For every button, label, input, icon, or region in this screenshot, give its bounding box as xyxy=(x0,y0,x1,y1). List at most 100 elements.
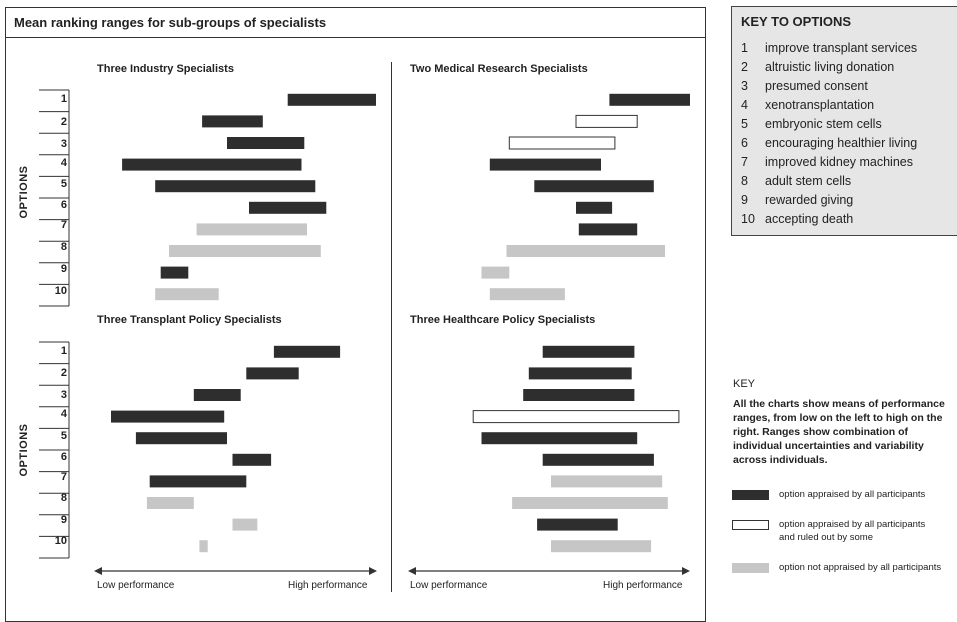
option-label: 10 xyxy=(54,535,67,547)
option-label: 5 xyxy=(60,178,67,190)
range-bar-option-2 xyxy=(246,367,299,380)
main-title: Mean ranking ranges for sub-groups of sp… xyxy=(14,15,327,30)
range-bar-option-6 xyxy=(576,201,613,214)
key-item-number: 9 xyxy=(741,193,748,207)
key-item-label: rewarded giving xyxy=(765,193,854,207)
range-bar-option-1 xyxy=(609,93,690,106)
high-performance-label: High performance xyxy=(288,580,368,591)
key-item-label: xenotransplantation xyxy=(765,98,875,112)
key-item-number: 8 xyxy=(741,174,748,188)
option-label: 9 xyxy=(60,263,67,275)
legend-title: KEY xyxy=(733,378,756,390)
key-item-number: 2 xyxy=(741,60,748,74)
range-bar-option-7 xyxy=(578,223,638,236)
option-label: 9 xyxy=(60,514,67,526)
range-bar-option-5 xyxy=(155,180,316,193)
range-bar-option-2 xyxy=(202,115,263,128)
legend-swatch-not-all xyxy=(732,563,769,573)
key-item-number: 5 xyxy=(741,117,748,131)
key-item: 1 improve transplant services xyxy=(741,41,917,55)
title-bar xyxy=(5,7,706,38)
legend-text-ruled-out-2: and ruled out by some xyxy=(779,532,874,543)
range-bar-option-1 xyxy=(273,345,341,358)
range-bar-option-8 xyxy=(512,497,668,509)
panel-title-transplant-policy: Three Transplant Policy Specialists xyxy=(97,314,282,326)
legend-swatch-all xyxy=(732,490,769,500)
range-bar-option-7 xyxy=(196,223,307,236)
range-bar-option-8 xyxy=(506,245,665,257)
option-label: 4 xyxy=(60,408,67,420)
high-performance-label: High performance xyxy=(603,580,683,591)
range-bar-option-5 xyxy=(534,180,654,193)
range-bar-option-2 xyxy=(575,114,638,128)
range-bar-option-6 xyxy=(232,453,272,466)
range-bar-option-4 xyxy=(472,410,680,424)
range-bar-option-3 xyxy=(508,136,616,150)
option-label: 3 xyxy=(60,389,67,401)
panel-title-industry: Three Industry Specialists xyxy=(97,63,234,75)
range-bar-option-6 xyxy=(542,453,654,466)
key-item-number: 1 xyxy=(741,41,748,55)
panel-title-healthcare-policy: Three Healthcare Policy Specialists xyxy=(410,314,596,326)
option-label: 2 xyxy=(60,367,67,379)
range-bar-option-1 xyxy=(287,93,376,106)
range-bar-option-10 xyxy=(199,540,208,553)
key-item-label: improved kidney machines xyxy=(765,155,913,169)
range-bar-option-5 xyxy=(135,432,227,445)
range-bar-option-3 xyxy=(523,389,635,401)
key-item-number: 7 xyxy=(741,155,748,169)
key-item-number: 4 xyxy=(741,98,748,112)
option-label: 5 xyxy=(60,430,67,442)
option-label: 10 xyxy=(54,285,67,297)
range-bar-option-7 xyxy=(149,475,247,488)
low-performance-label: Low performance xyxy=(97,580,175,591)
option-label: 6 xyxy=(60,451,67,463)
range-bar-option-1 xyxy=(542,345,635,358)
legend-swatch-ruled-out xyxy=(732,520,769,530)
range-bar-option-3 xyxy=(227,137,305,149)
key-to-options-title: KEY TO OPTIONS xyxy=(741,14,852,29)
option-label: 4 xyxy=(60,157,67,169)
option-label: 7 xyxy=(60,471,67,483)
key-item-label: presumed consent xyxy=(765,79,868,93)
key-item: 7 improved kidney machines xyxy=(741,155,913,169)
key-item-number: 3 xyxy=(741,79,748,93)
range-bar-option-9 xyxy=(481,266,510,279)
low-performance-label: Low performance xyxy=(410,580,488,591)
range-bar-option-2 xyxy=(528,367,632,380)
performance-axis-arrow-left-right-head xyxy=(369,567,377,575)
option-label: 8 xyxy=(60,492,67,504)
legend-description: All the charts show means of performance… xyxy=(733,398,945,466)
range-bar-option-9 xyxy=(160,266,189,279)
key-item: 10 accepting death xyxy=(741,212,853,226)
range-bar-option-4 xyxy=(489,158,601,171)
key-item-label: adult stem cells xyxy=(765,174,852,188)
key-item-number: 6 xyxy=(741,136,748,150)
range-bar-option-9 xyxy=(232,518,258,531)
performance-axis-arrow-right-right-head xyxy=(682,567,690,575)
performance-axis-arrow-left-left-head xyxy=(94,567,102,575)
key-item: 2 altruistic living donation xyxy=(741,60,894,74)
range-bar-option-10 xyxy=(155,288,219,301)
legend-text-all: option appraised by all participants xyxy=(779,489,926,500)
key-item-label: improve transplant services xyxy=(765,41,918,55)
range-bar-option-10 xyxy=(551,540,652,553)
option-label: 2 xyxy=(60,116,67,128)
key-item: 9 rewarded giving xyxy=(741,193,853,207)
range-bar-option-8 xyxy=(146,497,194,509)
key-item: 3 presumed consent xyxy=(741,79,868,93)
option-label: 8 xyxy=(60,241,67,253)
range-bar-option-3 xyxy=(193,389,241,401)
range-bar-option-8 xyxy=(169,245,321,257)
key-item: 6 encouraging healthier living xyxy=(741,136,917,150)
key-item-label: embryonic stem cells xyxy=(765,117,882,131)
key-item-label: encouraging healthier living xyxy=(765,136,918,150)
range-bar-option-5 xyxy=(481,432,638,445)
option-label: 7 xyxy=(60,219,67,231)
key-item-label: altruistic living donation xyxy=(765,60,895,74)
range-bar-option-4 xyxy=(111,410,225,423)
key-item: 8 adult stem cells xyxy=(741,174,851,188)
range-bar-option-9 xyxy=(537,518,618,531)
performance-axis-arrow-right-left-head xyxy=(408,567,416,575)
